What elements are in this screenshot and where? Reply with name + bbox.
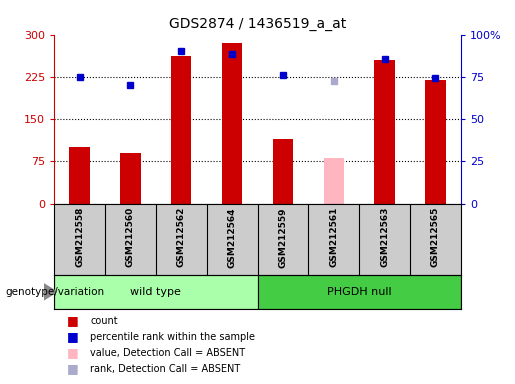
Text: ■: ■ xyxy=(67,314,79,327)
Text: GSM212560: GSM212560 xyxy=(126,207,135,267)
Bar xyxy=(171,56,192,204)
Polygon shape xyxy=(44,284,57,300)
Bar xyxy=(222,43,242,204)
Bar xyxy=(374,60,395,204)
Text: ■: ■ xyxy=(67,346,79,359)
Text: count: count xyxy=(90,316,118,326)
Text: ■: ■ xyxy=(67,362,79,376)
Title: GDS2874 / 1436519_a_at: GDS2874 / 1436519_a_at xyxy=(169,17,346,31)
Text: genotype/variation: genotype/variation xyxy=(5,287,104,297)
Bar xyxy=(425,79,445,204)
Bar xyxy=(258,275,461,309)
Text: GSM212559: GSM212559 xyxy=(279,207,287,268)
Text: GSM212563: GSM212563 xyxy=(380,207,389,267)
Bar xyxy=(273,139,293,204)
Text: GSM212565: GSM212565 xyxy=(431,207,440,267)
Text: ■: ■ xyxy=(67,330,79,343)
Text: percentile rank within the sample: percentile rank within the sample xyxy=(90,332,255,342)
Text: PHGDH null: PHGDH null xyxy=(327,287,391,297)
Text: GSM212562: GSM212562 xyxy=(177,207,186,267)
Text: GSM212561: GSM212561 xyxy=(329,207,338,267)
Text: rank, Detection Call = ABSENT: rank, Detection Call = ABSENT xyxy=(90,364,241,374)
Text: GSM212558: GSM212558 xyxy=(75,207,84,267)
Text: value, Detection Call = ABSENT: value, Detection Call = ABSENT xyxy=(90,348,245,358)
Bar xyxy=(70,147,90,204)
Text: wild type: wild type xyxy=(130,287,181,297)
Bar xyxy=(120,153,141,204)
Bar xyxy=(323,159,344,204)
Text: GSM212564: GSM212564 xyxy=(228,207,236,268)
Bar xyxy=(54,275,258,309)
